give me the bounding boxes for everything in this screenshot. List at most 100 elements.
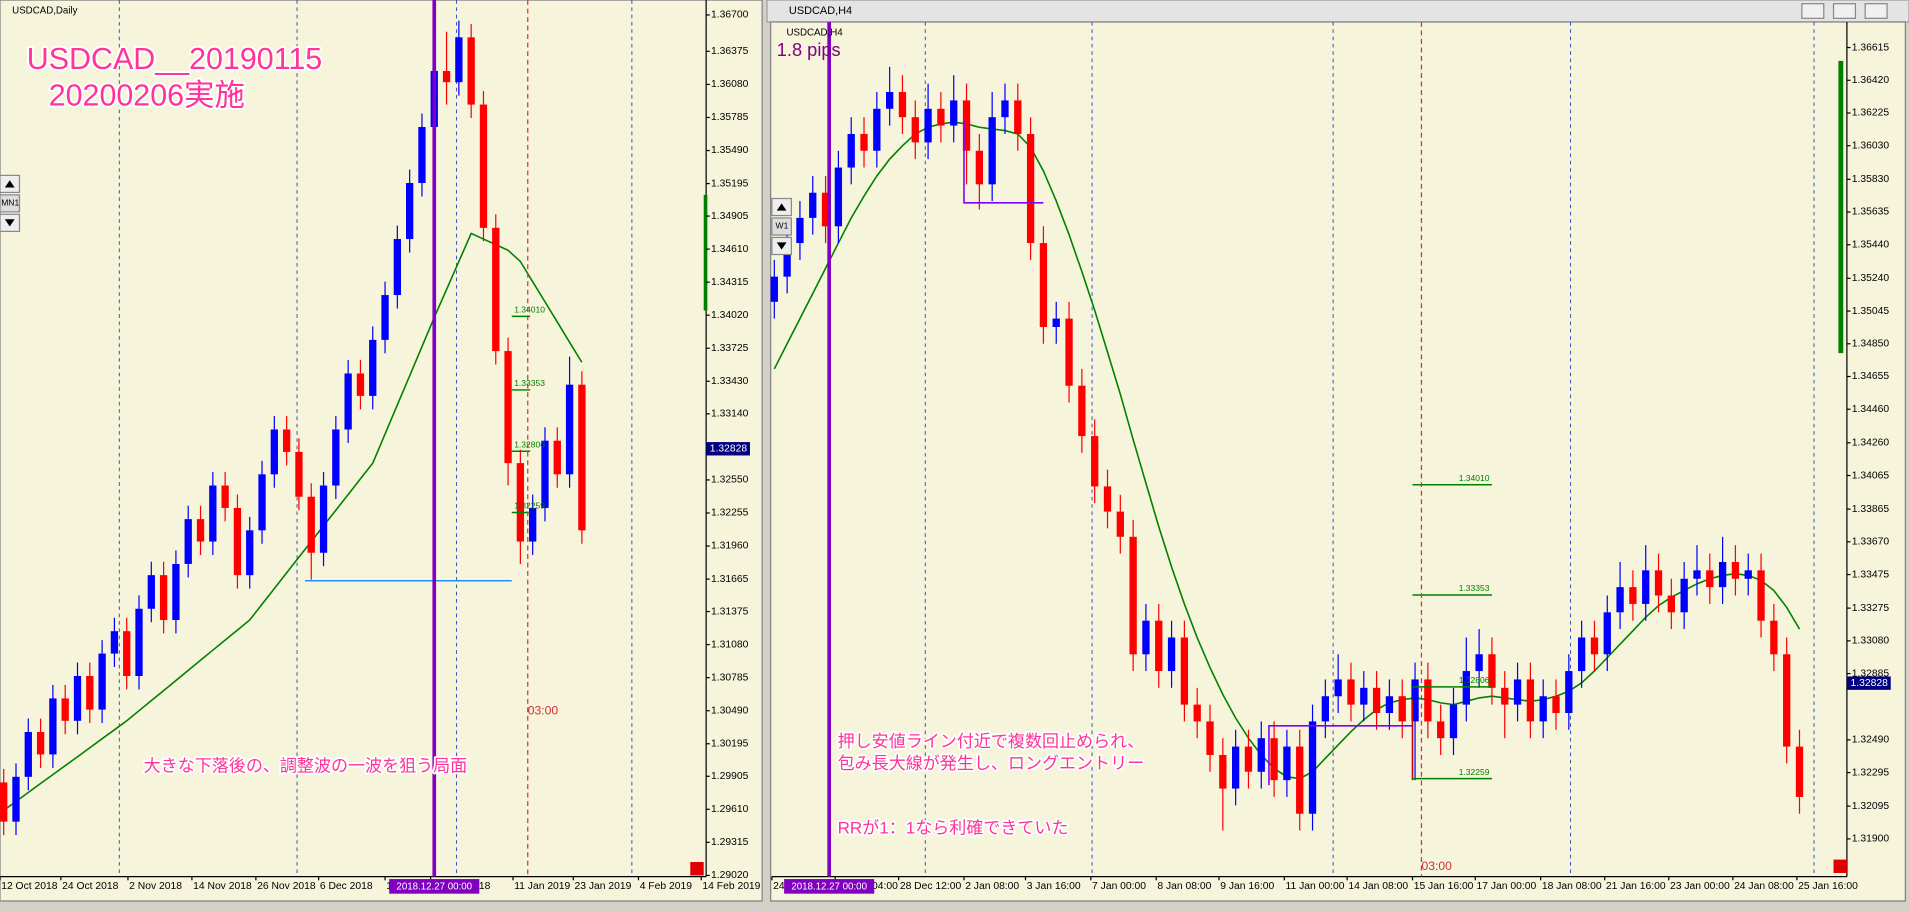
y-tick-label: 1.29315 <box>711 837 749 848</box>
candle-body <box>541 440 549 508</box>
tf-button[interactable] <box>0 194 21 213</box>
candle-body <box>467 37 475 105</box>
candle-body <box>1757 570 1765 621</box>
time-marker-box <box>784 879 875 894</box>
y-tick-label: 1.32550 <box>711 475 749 486</box>
candle-body <box>911 117 919 143</box>
y-tick-label: 1.36615 <box>1852 42 1890 53</box>
x-tick-label: 24 Jan 08:00 <box>1734 881 1794 892</box>
x-tick-label: 14 Jan 08:00 <box>1348 881 1408 892</box>
candle-body <box>809 192 817 218</box>
x-tick-label: 12 Oct 2018 <box>1 881 58 892</box>
candle-body <box>924 108 932 143</box>
candle-body <box>24 732 32 777</box>
guide-line <box>963 120 1044 204</box>
x-tick-label: 24 Oct 2018 <box>62 881 119 892</box>
candle-body <box>1231 746 1240 789</box>
x-tick-label: 28 Dec 12:00 <box>900 881 962 892</box>
close-button[interactable] <box>1864 3 1888 19</box>
y-tick-label: 1.34460 <box>1852 404 1890 415</box>
candle-body <box>1706 570 1714 588</box>
candle-body <box>988 117 996 185</box>
x-tick-label: 26 Nov 2018 <box>257 881 316 892</box>
candle-body <box>1744 570 1752 579</box>
y-tick-label: 1.32095 <box>1852 801 1890 812</box>
candle-body <box>282 429 291 452</box>
candle-body <box>898 92 907 118</box>
left-pane <box>0 0 763 902</box>
price-box <box>1846 676 1891 690</box>
candle-body <box>1488 654 1496 688</box>
candle-body <box>1014 100 1022 134</box>
y-tick-label: 1.29020 <box>711 870 749 881</box>
candle-body <box>86 675 94 710</box>
level-label: 1.33353 <box>1459 583 1490 593</box>
y-tick-label: 1.32490 <box>1852 735 1890 746</box>
x-tick-label: 17 Jan 00:00 <box>1476 881 1536 892</box>
y-tick-label: 1.30195 <box>711 739 749 750</box>
candle-body <box>1590 637 1599 655</box>
y-tick-label: 1.31900 <box>1852 834 1890 845</box>
icon <box>4 219 15 227</box>
candle-body <box>1424 679 1432 722</box>
y-tick-label: 1.34610 <box>711 244 749 255</box>
tf-label: MN1 <box>1 198 19 208</box>
x-tick-label: 11 Jan 2019 <box>514 881 570 892</box>
y-tick-label: 1.34260 <box>1852 438 1890 449</box>
y-tick-label: 1.36420 <box>1852 75 1890 86</box>
candle-body <box>1718 561 1727 588</box>
candle-body <box>885 92 894 109</box>
candle-body <box>1667 595 1675 613</box>
candle-body <box>1193 704 1201 722</box>
restore-button[interactable] <box>1832 3 1857 19</box>
candle-body <box>12 776 20 822</box>
candle-body <box>1129 536 1137 655</box>
candle-body <box>1539 696 1547 722</box>
candle-body <box>270 429 278 475</box>
close-order[interactable] <box>1833 859 1847 873</box>
right-titlebar <box>766 0 1909 23</box>
axes <box>0 0 1848 878</box>
scale-bar <box>1838 60 1844 354</box>
tf-label: W1 <box>776 221 789 231</box>
x-tick-label: 9 Jan 16:00 <box>1220 881 1274 892</box>
candle-body <box>504 351 512 464</box>
timeframe-switch: MN1 W1 <box>0 174 792 256</box>
candle-body <box>1795 746 1804 797</box>
candle-body <box>937 108 945 126</box>
plots: 1.36700 1.36375 1.36080 1.35785 1.35490 1.351… <box>0 0 1891 894</box>
candle-body <box>184 519 192 564</box>
candle-body <box>196 519 205 542</box>
candle-body <box>258 474 266 531</box>
title: 20200206実施 <box>49 78 245 112</box>
price-label: 1.32828 <box>1851 678 1889 689</box>
candle-body <box>221 485 229 508</box>
minimize-button[interactable] <box>1801 3 1825 19</box>
candle-body <box>295 451 303 497</box>
y-tick-label: 1.34020 <box>711 310 749 321</box>
close-order[interactable] <box>690 862 704 876</box>
candle-body <box>1449 704 1458 739</box>
icon <box>776 203 787 211</box>
guide-line <box>1268 724 1413 786</box>
tf-button[interactable] <box>771 217 792 236</box>
candle-body <box>962 100 971 151</box>
candle-body <box>1783 654 1791 747</box>
candle-body <box>1770 620 1778 655</box>
x-tick-label: 7 Jan 00:00 <box>1092 881 1146 892</box>
x-tick-label: 2 Jan 08:00 <box>965 881 1019 892</box>
candle-body <box>783 243 791 277</box>
candle-body <box>1091 436 1099 487</box>
y-tick-label: 1.35195 <box>711 178 749 189</box>
y-tick-label: 1.33475 <box>1852 569 1890 580</box>
candle-body <box>770 276 778 302</box>
session-label: 03:00 <box>528 703 559 717</box>
price-label: 1.32828 <box>710 444 748 455</box>
x-tick-label: 8 Jan 08:00 <box>1157 881 1211 892</box>
candle-body <box>369 339 377 396</box>
candle-body <box>406 183 414 240</box>
candle-body <box>1142 620 1150 655</box>
icon <box>776 242 787 250</box>
candle-body <box>950 100 958 126</box>
